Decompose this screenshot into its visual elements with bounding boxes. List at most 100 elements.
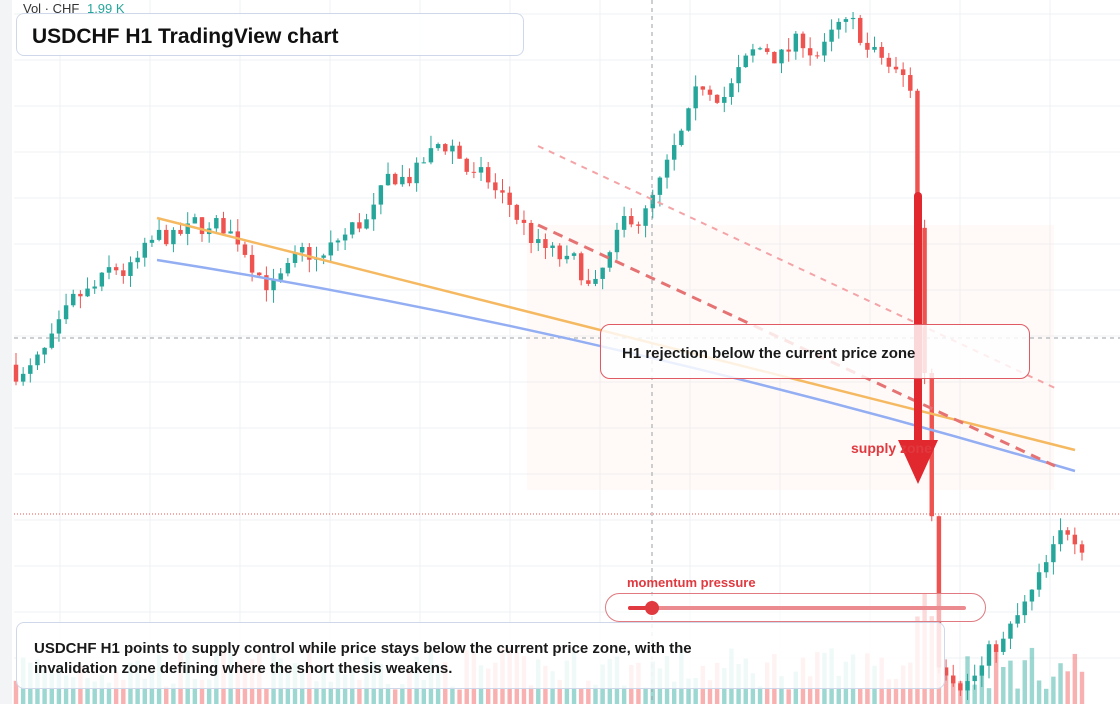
candle-body bbox=[1079, 544, 1085, 553]
candle-body bbox=[164, 229, 169, 245]
candle-body bbox=[357, 222, 362, 229]
volume-bar bbox=[13, 680, 19, 704]
candle-body bbox=[671, 145, 677, 160]
chart-title-box: USDCHF H1 TradingView chart bbox=[16, 13, 524, 56]
candle-body bbox=[1029, 589, 1035, 602]
volume-bar bbox=[593, 684, 598, 704]
volume-bar bbox=[578, 688, 584, 704]
rejection-callout: H1 rejection below the current price zon… bbox=[600, 324, 1030, 379]
candle-body bbox=[550, 245, 555, 249]
volume-bar bbox=[951, 676, 956, 704]
volume-bar bbox=[400, 684, 405, 704]
candle-body bbox=[793, 33, 799, 52]
summary-box: USDCHF H1 points to supply control while… bbox=[16, 622, 945, 689]
volume-bar bbox=[1008, 660, 1013, 704]
candle-body bbox=[421, 162, 427, 164]
candle-body bbox=[435, 144, 441, 149]
candle-body bbox=[815, 55, 820, 57]
volume-value: 1.99 K bbox=[86, 1, 125, 16]
candle-body bbox=[56, 319, 62, 334]
candle-body bbox=[607, 252, 613, 268]
candle-body bbox=[772, 51, 777, 64]
candle-body bbox=[221, 218, 226, 234]
momentum-knob[interactable] bbox=[644, 601, 659, 615]
volume-bar bbox=[986, 688, 992, 704]
volume-bar bbox=[192, 679, 198, 704]
volume-bar bbox=[385, 683, 391, 704]
candle-body bbox=[299, 247, 305, 253]
volume-bar bbox=[993, 651, 999, 704]
candle-body bbox=[693, 86, 698, 109]
candle-body bbox=[936, 516, 942, 668]
volume-bar bbox=[392, 689, 398, 704]
candle-body bbox=[521, 219, 527, 223]
candle-body bbox=[571, 253, 577, 256]
candle-body bbox=[285, 262, 291, 274]
volume-bar bbox=[71, 677, 76, 704]
chart-title: USDCHF H1 TradingView chart bbox=[32, 25, 339, 48]
candle-body bbox=[307, 247, 312, 260]
volume-bar bbox=[1036, 680, 1042, 704]
candle-body bbox=[342, 234, 348, 241]
volume-bar bbox=[121, 679, 126, 704]
volume-bar bbox=[807, 676, 813, 704]
candle-body bbox=[49, 333, 54, 348]
candle-body bbox=[192, 217, 198, 224]
candle-body bbox=[249, 254, 255, 273]
volume-bar bbox=[757, 686, 763, 704]
candle-body bbox=[800, 33, 806, 49]
candle-body bbox=[264, 275, 269, 291]
volume-bar bbox=[972, 684, 977, 704]
candle-body bbox=[750, 49, 756, 56]
candle-body bbox=[743, 55, 748, 68]
candle-body bbox=[507, 192, 512, 205]
volume-bar bbox=[1079, 671, 1085, 704]
down-arrow-icon bbox=[898, 440, 938, 484]
candle-body bbox=[1001, 638, 1006, 652]
volume-bar bbox=[328, 681, 334, 704]
candle-body bbox=[1008, 623, 1013, 639]
volume-bar bbox=[1044, 688, 1049, 704]
candle-body bbox=[857, 17, 863, 43]
candle-body bbox=[350, 222, 355, 235]
candle-body bbox=[578, 253, 584, 281]
candle-body bbox=[686, 108, 691, 131]
volume-bar bbox=[164, 686, 169, 704]
candle-body bbox=[85, 288, 90, 297]
volume-bar bbox=[342, 674, 348, 704]
volume-bar bbox=[671, 681, 677, 704]
candle-body bbox=[28, 365, 33, 374]
candle-body bbox=[564, 255, 570, 260]
candle-body bbox=[35, 354, 40, 366]
candle-body bbox=[528, 222, 534, 244]
candle-body bbox=[879, 46, 884, 58]
volume-bar bbox=[92, 681, 97, 704]
volume-bar bbox=[686, 678, 691, 704]
candle-body bbox=[292, 252, 298, 263]
candle-body bbox=[1072, 534, 1078, 545]
candle-body bbox=[764, 48, 770, 52]
candle-body bbox=[829, 29, 834, 42]
candle-body bbox=[886, 57, 892, 67]
momentum-fill bbox=[628, 606, 652, 610]
candle-body bbox=[1058, 530, 1063, 545]
volume-bar bbox=[786, 689, 791, 704]
candle-body bbox=[199, 217, 205, 235]
candle-body bbox=[993, 644, 999, 652]
candle-body bbox=[736, 67, 741, 84]
candle-body bbox=[850, 17, 856, 20]
volume-bar bbox=[893, 678, 899, 704]
candle-body bbox=[378, 185, 384, 205]
momentum-pressure-gauge[interactable] bbox=[605, 593, 986, 622]
volume-bar bbox=[1029, 647, 1035, 704]
candle-body bbox=[428, 148, 434, 163]
candle-body bbox=[650, 194, 655, 209]
volume-bar bbox=[1065, 671, 1070, 704]
volume-bar bbox=[836, 675, 841, 704]
candle-body bbox=[865, 42, 870, 50]
candle-body bbox=[113, 267, 119, 271]
candle-body bbox=[156, 229, 162, 240]
candle-body bbox=[965, 681, 970, 691]
candle-body bbox=[621, 216, 627, 230]
volume-bar bbox=[450, 686, 455, 704]
